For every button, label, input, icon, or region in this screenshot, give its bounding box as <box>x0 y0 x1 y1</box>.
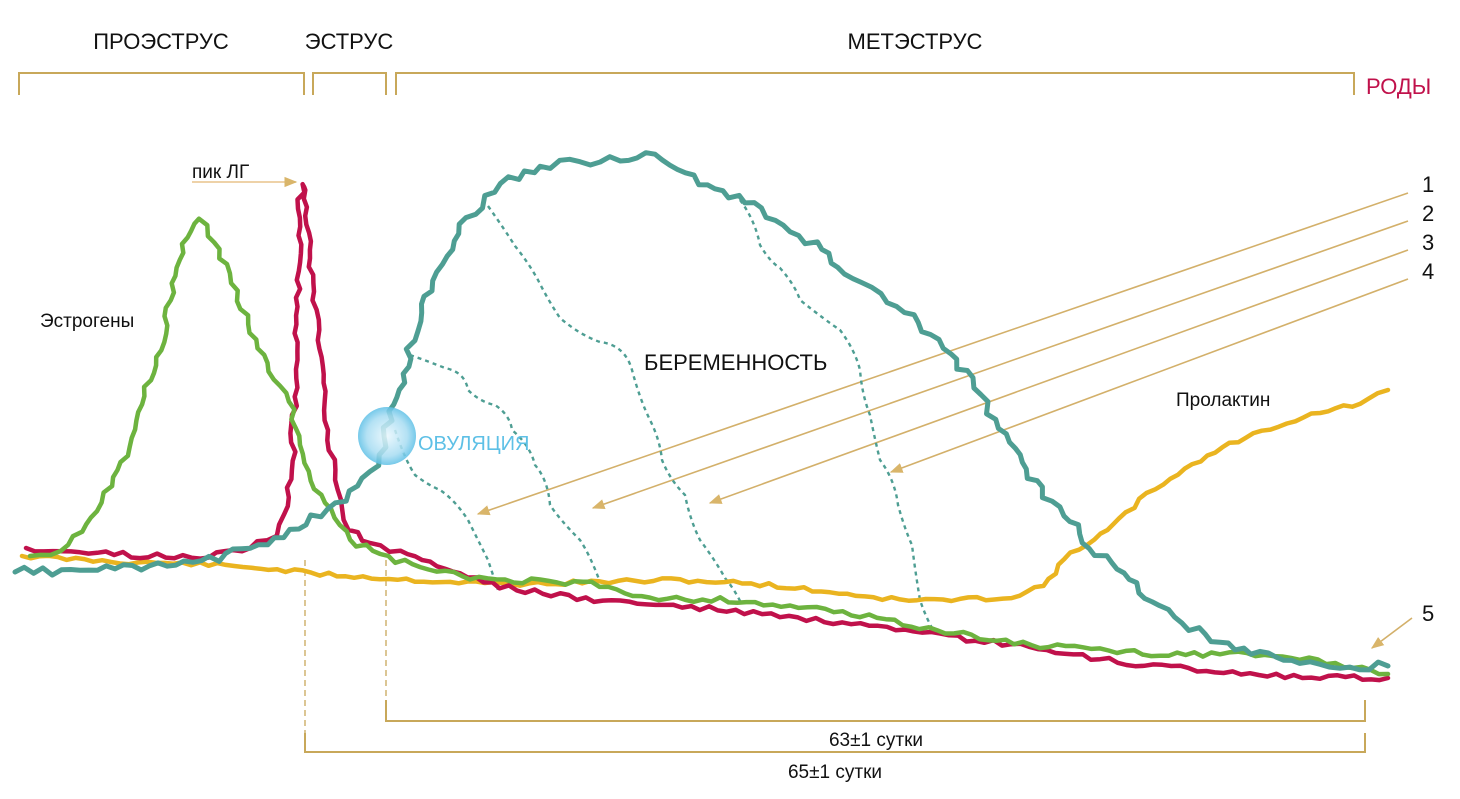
phase-brackets <box>18 72 1355 95</box>
pointer-lines <box>476 192 1413 649</box>
birth-label: РОДЫ <box>1366 74 1431 99</box>
pointer-1 <box>476 192 1409 516</box>
metestrus-label: МЕТЭСТРУС <box>848 29 983 54</box>
hormone-curves <box>12 150 1391 683</box>
number-2: 2 <box>1422 201 1434 226</box>
estrogens-curve <box>27 216 1391 677</box>
proestrus-label: ПРОЭСТРУС <box>93 29 229 54</box>
duration-65-label: 65±1 сутки <box>788 762 882 783</box>
pointer-2 <box>591 220 1409 510</box>
number-5: 5 <box>1422 601 1434 626</box>
bracket-65 <box>304 733 1366 753</box>
progesterone-dashed-branches <box>393 199 934 629</box>
number-3: 3 <box>1422 230 1434 255</box>
estrus-label: ЭСТРУС <box>305 29 394 54</box>
dashed-guides <box>304 560 387 752</box>
metestrus-bracket <box>395 72 1355 95</box>
progesterone-curve <box>12 150 1391 673</box>
pointer-5 <box>1370 617 1413 649</box>
ovulation-label: ОВУЛЯЦИЯ <box>418 433 529 455</box>
duration-63-label: 63±1 сутки <box>829 730 923 751</box>
proestrus-bracket <box>18 72 305 95</box>
estrogens-label: Эстрогены <box>40 311 134 332</box>
lh-peak-label: пик ЛГ <box>192 162 249 183</box>
lh-curve <box>23 181 1391 683</box>
pointer-4 <box>889 278 1409 473</box>
prolactin-curve <box>19 387 1391 604</box>
duration-brackets <box>304 700 1366 753</box>
ovulation-circle <box>358 407 416 465</box>
pointer-3 <box>708 249 1409 504</box>
number-1: 1 <box>1422 172 1434 197</box>
estrus-bracket <box>312 72 387 95</box>
prolactin-label: Пролактин <box>1176 390 1270 411</box>
pregnancy-label: БЕРЕМЕННОСТЬ <box>644 350 827 375</box>
bracket-63 <box>385 700 1366 722</box>
number-4: 4 <box>1422 259 1434 284</box>
